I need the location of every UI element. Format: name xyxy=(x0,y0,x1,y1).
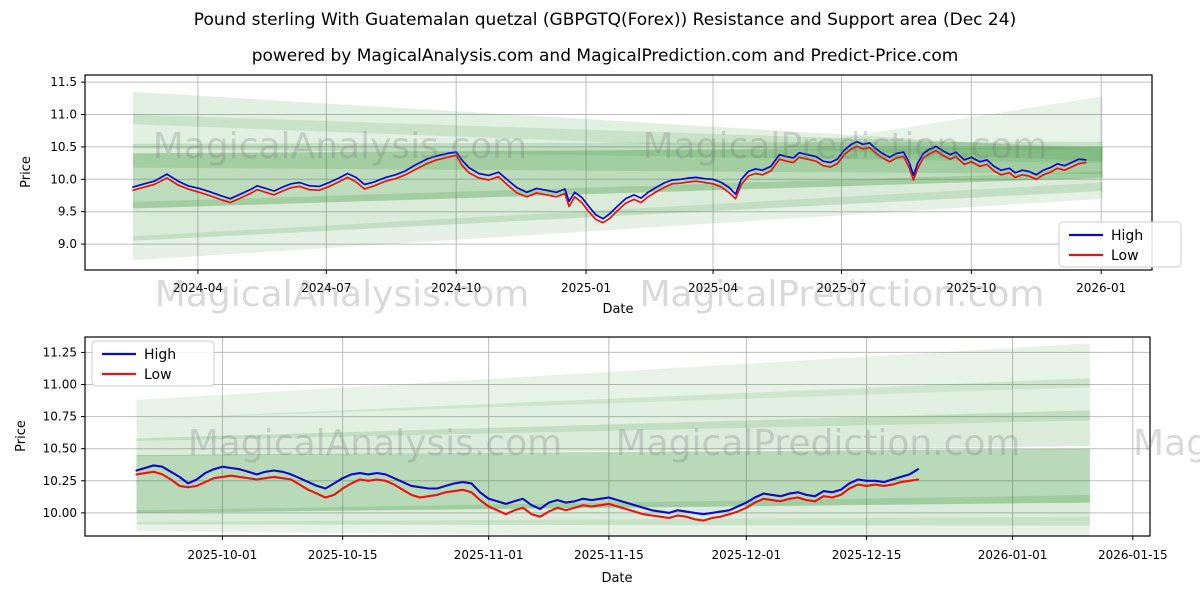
x-tick-label: 2024-07 xyxy=(301,281,351,295)
support-resistance-bands xyxy=(136,343,1090,536)
band-polygon xyxy=(136,516,1090,536)
legend: High Low xyxy=(91,340,215,387)
x-tick-label: 2025-11-01 xyxy=(454,548,524,562)
band-polygon xyxy=(136,494,1090,526)
y-tick-label: 11.0 xyxy=(50,108,77,122)
legend: High Low xyxy=(1058,221,1182,268)
y-axis-label: Price xyxy=(19,156,34,188)
x-tick-label: 2025-01 xyxy=(561,281,611,295)
tick-labels: 2025-10-01 2025-10-15 2025-11-01 2025-11-15… xyxy=(43,345,1168,562)
high-line xyxy=(132,140,1087,220)
support-resistance-bands xyxy=(133,91,1103,261)
x-tick-label: 2024-10 xyxy=(431,281,481,295)
watermark-text: MagicalPrediction.com xyxy=(640,274,1045,315)
tick-labels: 2024-04 2024-07 2024-10 2025-01 2025-04 2025-… xyxy=(50,75,1126,295)
legend-label: High xyxy=(144,347,176,363)
y-tick-label: 10.5 xyxy=(50,140,77,154)
band-polygon xyxy=(136,343,1090,420)
x-tick-label: 2025-12-01 xyxy=(711,548,781,562)
low-line xyxy=(135,470,920,522)
x-tick-label: 2024-04 xyxy=(173,281,223,295)
y-tick-label: 11.00 xyxy=(43,378,77,392)
x-axis-label: Date xyxy=(602,302,633,317)
x-tick-label: 2026-01-01 xyxy=(978,548,1048,562)
legend-label: High xyxy=(1111,228,1143,244)
band-polygon xyxy=(775,96,1103,151)
grid-lines xyxy=(85,337,1150,536)
watermark-text: Magical xyxy=(1133,423,1200,464)
band-polygon xyxy=(133,141,1103,175)
y-tick-label: 9.0 xyxy=(58,237,77,251)
price-lines xyxy=(135,464,920,522)
y-tick-label: 10.0 xyxy=(50,172,77,186)
y-axis-label: Price xyxy=(14,420,29,452)
watermark-text: MagicalAnalysis.com xyxy=(188,423,562,464)
y-tick-label: 11.25 xyxy=(43,345,77,359)
y-tick-label: 10.75 xyxy=(43,410,77,424)
y-tick-label: 9.5 xyxy=(58,205,77,219)
band-polygon xyxy=(133,114,1103,164)
chart-title: Pound sterling With Guatemalan quetzal (… xyxy=(193,10,1017,30)
legend-label: Low xyxy=(144,367,172,383)
high-line xyxy=(135,464,920,516)
watermark-text: MagicalPrediction.com xyxy=(643,126,1048,167)
watermark-text: MagicalPrediction.com xyxy=(616,423,1021,464)
plot-border xyxy=(84,336,1151,537)
plot-border xyxy=(84,74,1153,271)
band-polygon xyxy=(136,410,1090,457)
x-tick-label: 2025-10 xyxy=(946,281,996,295)
x-tick-label: 2025-07 xyxy=(816,281,866,295)
band-polygon xyxy=(136,448,1090,513)
x-tick-label: 2025-11-15 xyxy=(574,548,644,562)
watermark-text: MagicalAnalysis.com xyxy=(153,126,527,167)
x-tick-label: 2025-10-15 xyxy=(308,548,378,562)
band-polygon xyxy=(136,378,1090,441)
x-tick-label: 2025-12-15 xyxy=(832,548,902,562)
band-polygon xyxy=(133,146,1103,209)
y-tick-label: 10.25 xyxy=(43,474,77,488)
price-lines xyxy=(132,140,1087,224)
x-axis-label: Date xyxy=(601,571,632,586)
x-tick-label: 2026-01 xyxy=(1076,281,1126,295)
y-tick-label: 11.5 xyxy=(50,75,77,89)
y-tick-label: 10.50 xyxy=(43,442,77,456)
chart-subtitle: powered by MagicalAnalysis.com and Magic… xyxy=(251,46,959,66)
watermark-text: MagicalAnalysis.com xyxy=(155,274,529,315)
band-polygon xyxy=(133,182,1103,261)
legend-label: Low xyxy=(1111,248,1139,264)
x-tick-label: 2025-04 xyxy=(688,281,738,295)
x-tick-label: 2026-01-15 xyxy=(1098,548,1168,562)
y-tick-label: 10.00 xyxy=(43,506,77,520)
x-tick-label: 2025-10-01 xyxy=(188,548,258,562)
low-line xyxy=(132,145,1087,224)
